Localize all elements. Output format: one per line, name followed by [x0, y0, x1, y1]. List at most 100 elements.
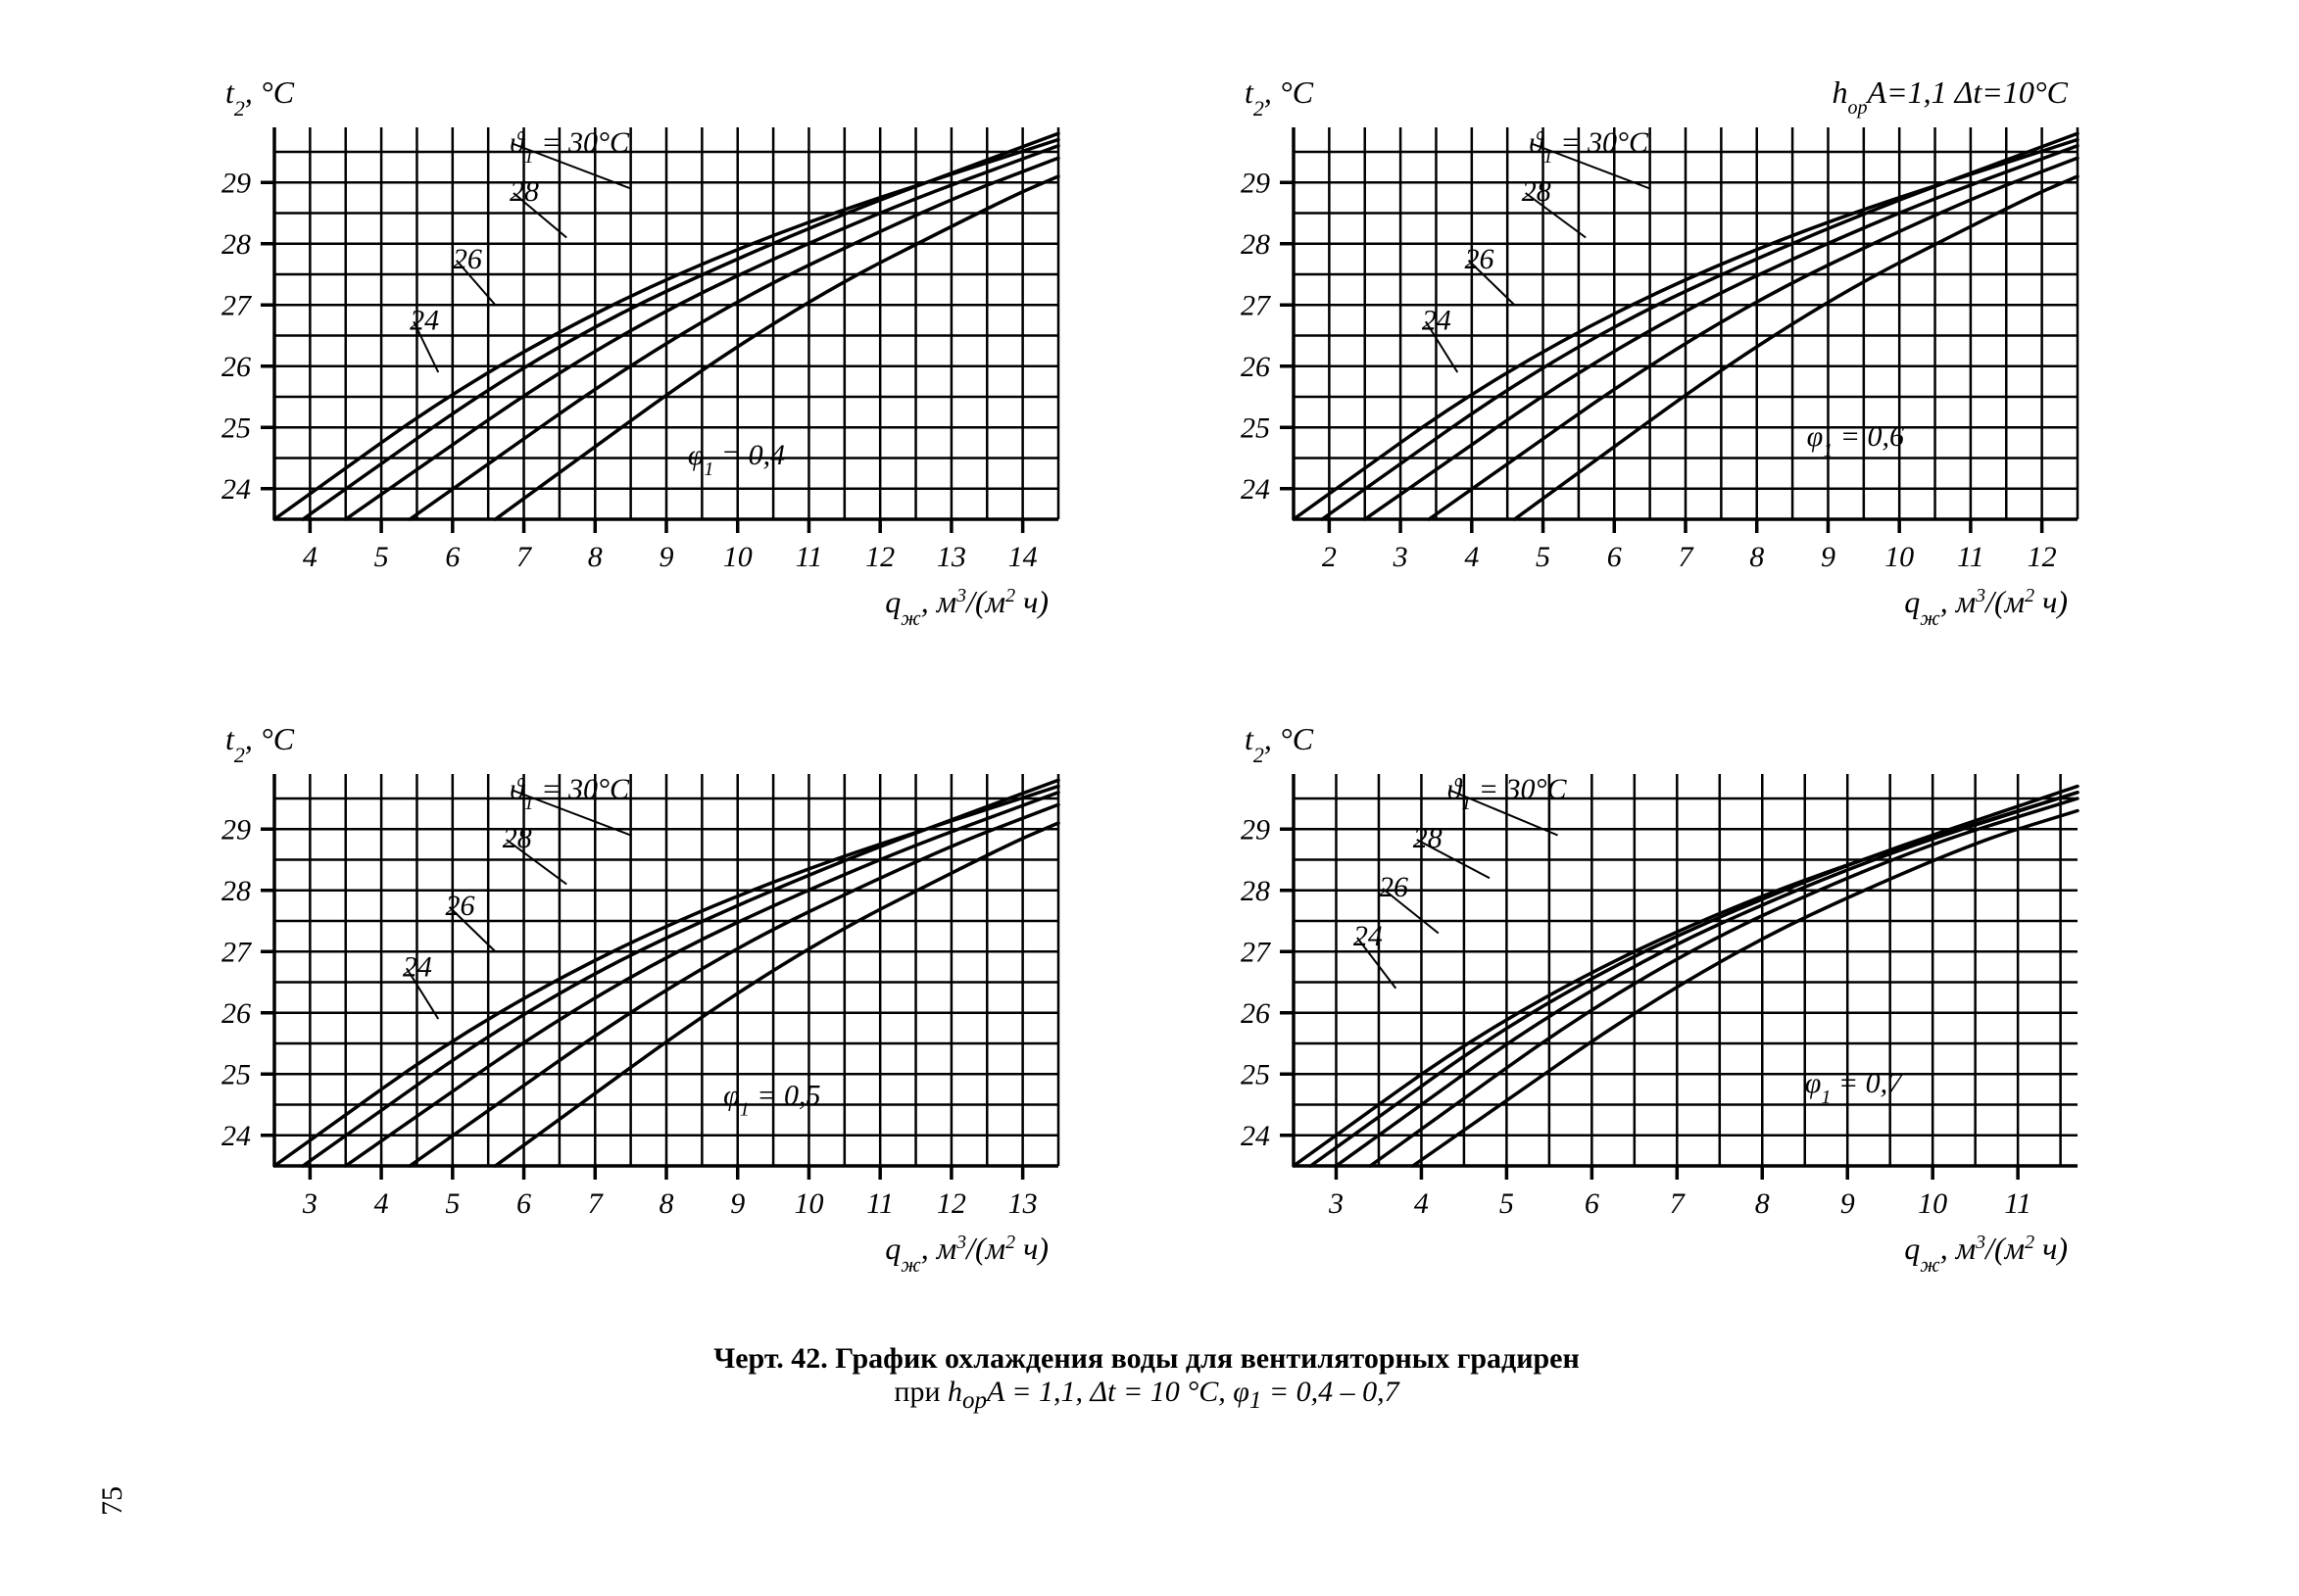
caption-line-1: Черт. 42. График охлаждения воды для вен…: [167, 1342, 2127, 1376]
svg-text:26: 26: [221, 351, 251, 383]
svg-text:3: 3: [302, 1187, 318, 1220]
svg-text:24: 24: [221, 1120, 251, 1152]
theta-28-label: 28: [1413, 822, 1443, 854]
svg-text:10: 10: [794, 1187, 823, 1220]
svg-text:24: 24: [1241, 1120, 1270, 1152]
svg-text:6: 6: [1585, 1187, 1599, 1220]
chart-panel-p04: 4567891011121314242526272829t2, °Cqж, м3…: [167, 59, 1107, 666]
svg-text:29: 29: [221, 167, 251, 199]
svg-text:24: 24: [1241, 473, 1270, 506]
svg-text:29: 29: [221, 813, 251, 846]
svg-text:12: 12: [865, 541, 895, 573]
svg-text:27: 27: [221, 289, 253, 321]
svg-text:26: 26: [1241, 997, 1270, 1030]
theta-24-label: 24: [403, 950, 432, 983]
svg-text:12: 12: [937, 1187, 966, 1220]
figure-caption: Черт. 42. График охлаждения воды для вен…: [167, 1342, 2127, 1415]
svg-text:6: 6: [1607, 541, 1622, 573]
svg-text:26: 26: [221, 997, 251, 1030]
svg-text:12: 12: [2028, 541, 2057, 573]
svg-text:13: 13: [1008, 1187, 1038, 1220]
svg-text:3: 3: [1393, 541, 1408, 573]
x-axis-label: qж, м3/(м2 ч): [1904, 1231, 2068, 1277]
curves: [1294, 787, 2078, 1167]
svg-text:14: 14: [1008, 541, 1038, 573]
svg-text:8: 8: [660, 1187, 674, 1220]
y-axis-label: t2, °C: [1245, 74, 1314, 121]
svg-text:28: 28: [1241, 875, 1270, 907]
svg-text:10: 10: [1918, 1187, 1947, 1220]
svg-text:5: 5: [1536, 541, 1550, 573]
grid: [274, 127, 1058, 519]
svg-text:10: 10: [1884, 541, 1914, 573]
svg-text:9: 9: [1840, 1187, 1855, 1220]
grid: [274, 774, 1058, 1166]
svg-text:9: 9: [1821, 541, 1835, 573]
svg-text:29: 29: [1241, 813, 1270, 846]
svg-text:25: 25: [1241, 411, 1270, 444]
caption-line-2: при hорA = 1,1, Δt = 10 °C, φ1 = 0,4 – 0…: [167, 1376, 2127, 1415]
svg-text:11: 11: [1957, 541, 1984, 573]
curve-theta-30: [1413, 811, 2078, 1167]
svg-text:28: 28: [221, 228, 251, 261]
x-axis-label: qж, м3/(м2 ч): [885, 584, 1049, 630]
svg-text:5: 5: [1499, 1187, 1514, 1220]
theta-30-label: ϑ1 = 30°C: [510, 773, 630, 814]
svg-text:26: 26: [1241, 351, 1270, 383]
svg-text:27: 27: [1241, 289, 1272, 321]
svg-text:9: 9: [660, 541, 674, 573]
curve-theta-30: [1514, 176, 2078, 519]
svg-text:11: 11: [866, 1187, 894, 1220]
svg-text:8: 8: [1755, 1187, 1770, 1220]
svg-text:7: 7: [588, 1187, 605, 1220]
y-axis-label: t2, °C: [225, 74, 295, 121]
svg-text:13: 13: [937, 541, 966, 573]
chart-panel-p05: 3 4 5 6 7 8 9 10 11 12 13 24 25 26 27 28 29 t2, °C qж, м3/…: [167, 705, 1107, 1313]
x-axis-label: qж, м3/(м2 ч): [1904, 584, 2068, 630]
svg-text:5: 5: [374, 541, 389, 573]
svg-text:7: 7: [1670, 1187, 1687, 1220]
svg-text:25: 25: [221, 1058, 251, 1090]
chart-panel-p07: 3 4 5 6 7 8 9 10 11 24 25 26 27 28 29 t2, °C qж, м3/(м2 …: [1186, 705, 2127, 1313]
theta-30-label: ϑ1 = 30°C: [1529, 126, 1649, 168]
global-header: hорA=1,1 Δt=10°C: [1832, 74, 2068, 119]
svg-text:24: 24: [221, 473, 251, 506]
theta-24-label: 24: [1353, 920, 1383, 952]
svg-text:11: 11: [2004, 1187, 2031, 1220]
theta-26-label: 26: [453, 243, 482, 275]
svg-text:10: 10: [723, 541, 753, 573]
grid: [1294, 774, 2078, 1166]
svg-text:7: 7: [516, 541, 533, 573]
theta-24-label: 24: [1422, 304, 1451, 336]
svg-text:28: 28: [1241, 228, 1270, 261]
theta-28-label: 28: [1522, 175, 1551, 208]
svg-text:25: 25: [221, 411, 251, 444]
svg-text:8: 8: [588, 541, 603, 573]
y-axis-label: t2, °C: [225, 721, 295, 767]
y-axis-label: t2, °C: [1245, 721, 1314, 767]
theta-30-label: ϑ1 = 30°C: [510, 126, 630, 168]
svg-text:4: 4: [374, 1187, 389, 1220]
svg-text:11: 11: [796, 541, 823, 573]
grid: [1294, 127, 2078, 519]
svg-text:27: 27: [1241, 936, 1272, 968]
svg-text:4: 4: [1464, 541, 1479, 573]
svg-text:5: 5: [445, 1187, 460, 1220]
svg-text:8: 8: [1749, 541, 1764, 573]
curve-theta-30: [495, 823, 1058, 1166]
svg-text:6: 6: [516, 1187, 531, 1220]
chart-panel-p06: 23456789101112242526272829t2, °Cqж, м3/(…: [1186, 59, 2127, 666]
svg-text:4: 4: [1414, 1187, 1429, 1220]
svg-text:27: 27: [221, 936, 253, 968]
page-number: 75: [96, 1486, 129, 1516]
svg-text:25: 25: [1241, 1058, 1270, 1090]
phi-label: φ1 = 0,6: [1807, 420, 1904, 461]
svg-text:28: 28: [221, 875, 251, 907]
svg-text:9: 9: [730, 1187, 745, 1220]
theta-24-label: 24: [410, 304, 439, 336]
theta-28-label: 28: [503, 822, 532, 854]
svg-text:3: 3: [1328, 1187, 1344, 1220]
x-axis-label: qж, м3/(м2 ч): [885, 1231, 1049, 1277]
svg-text:2: 2: [1322, 541, 1337, 573]
svg-text:4: 4: [303, 541, 318, 573]
